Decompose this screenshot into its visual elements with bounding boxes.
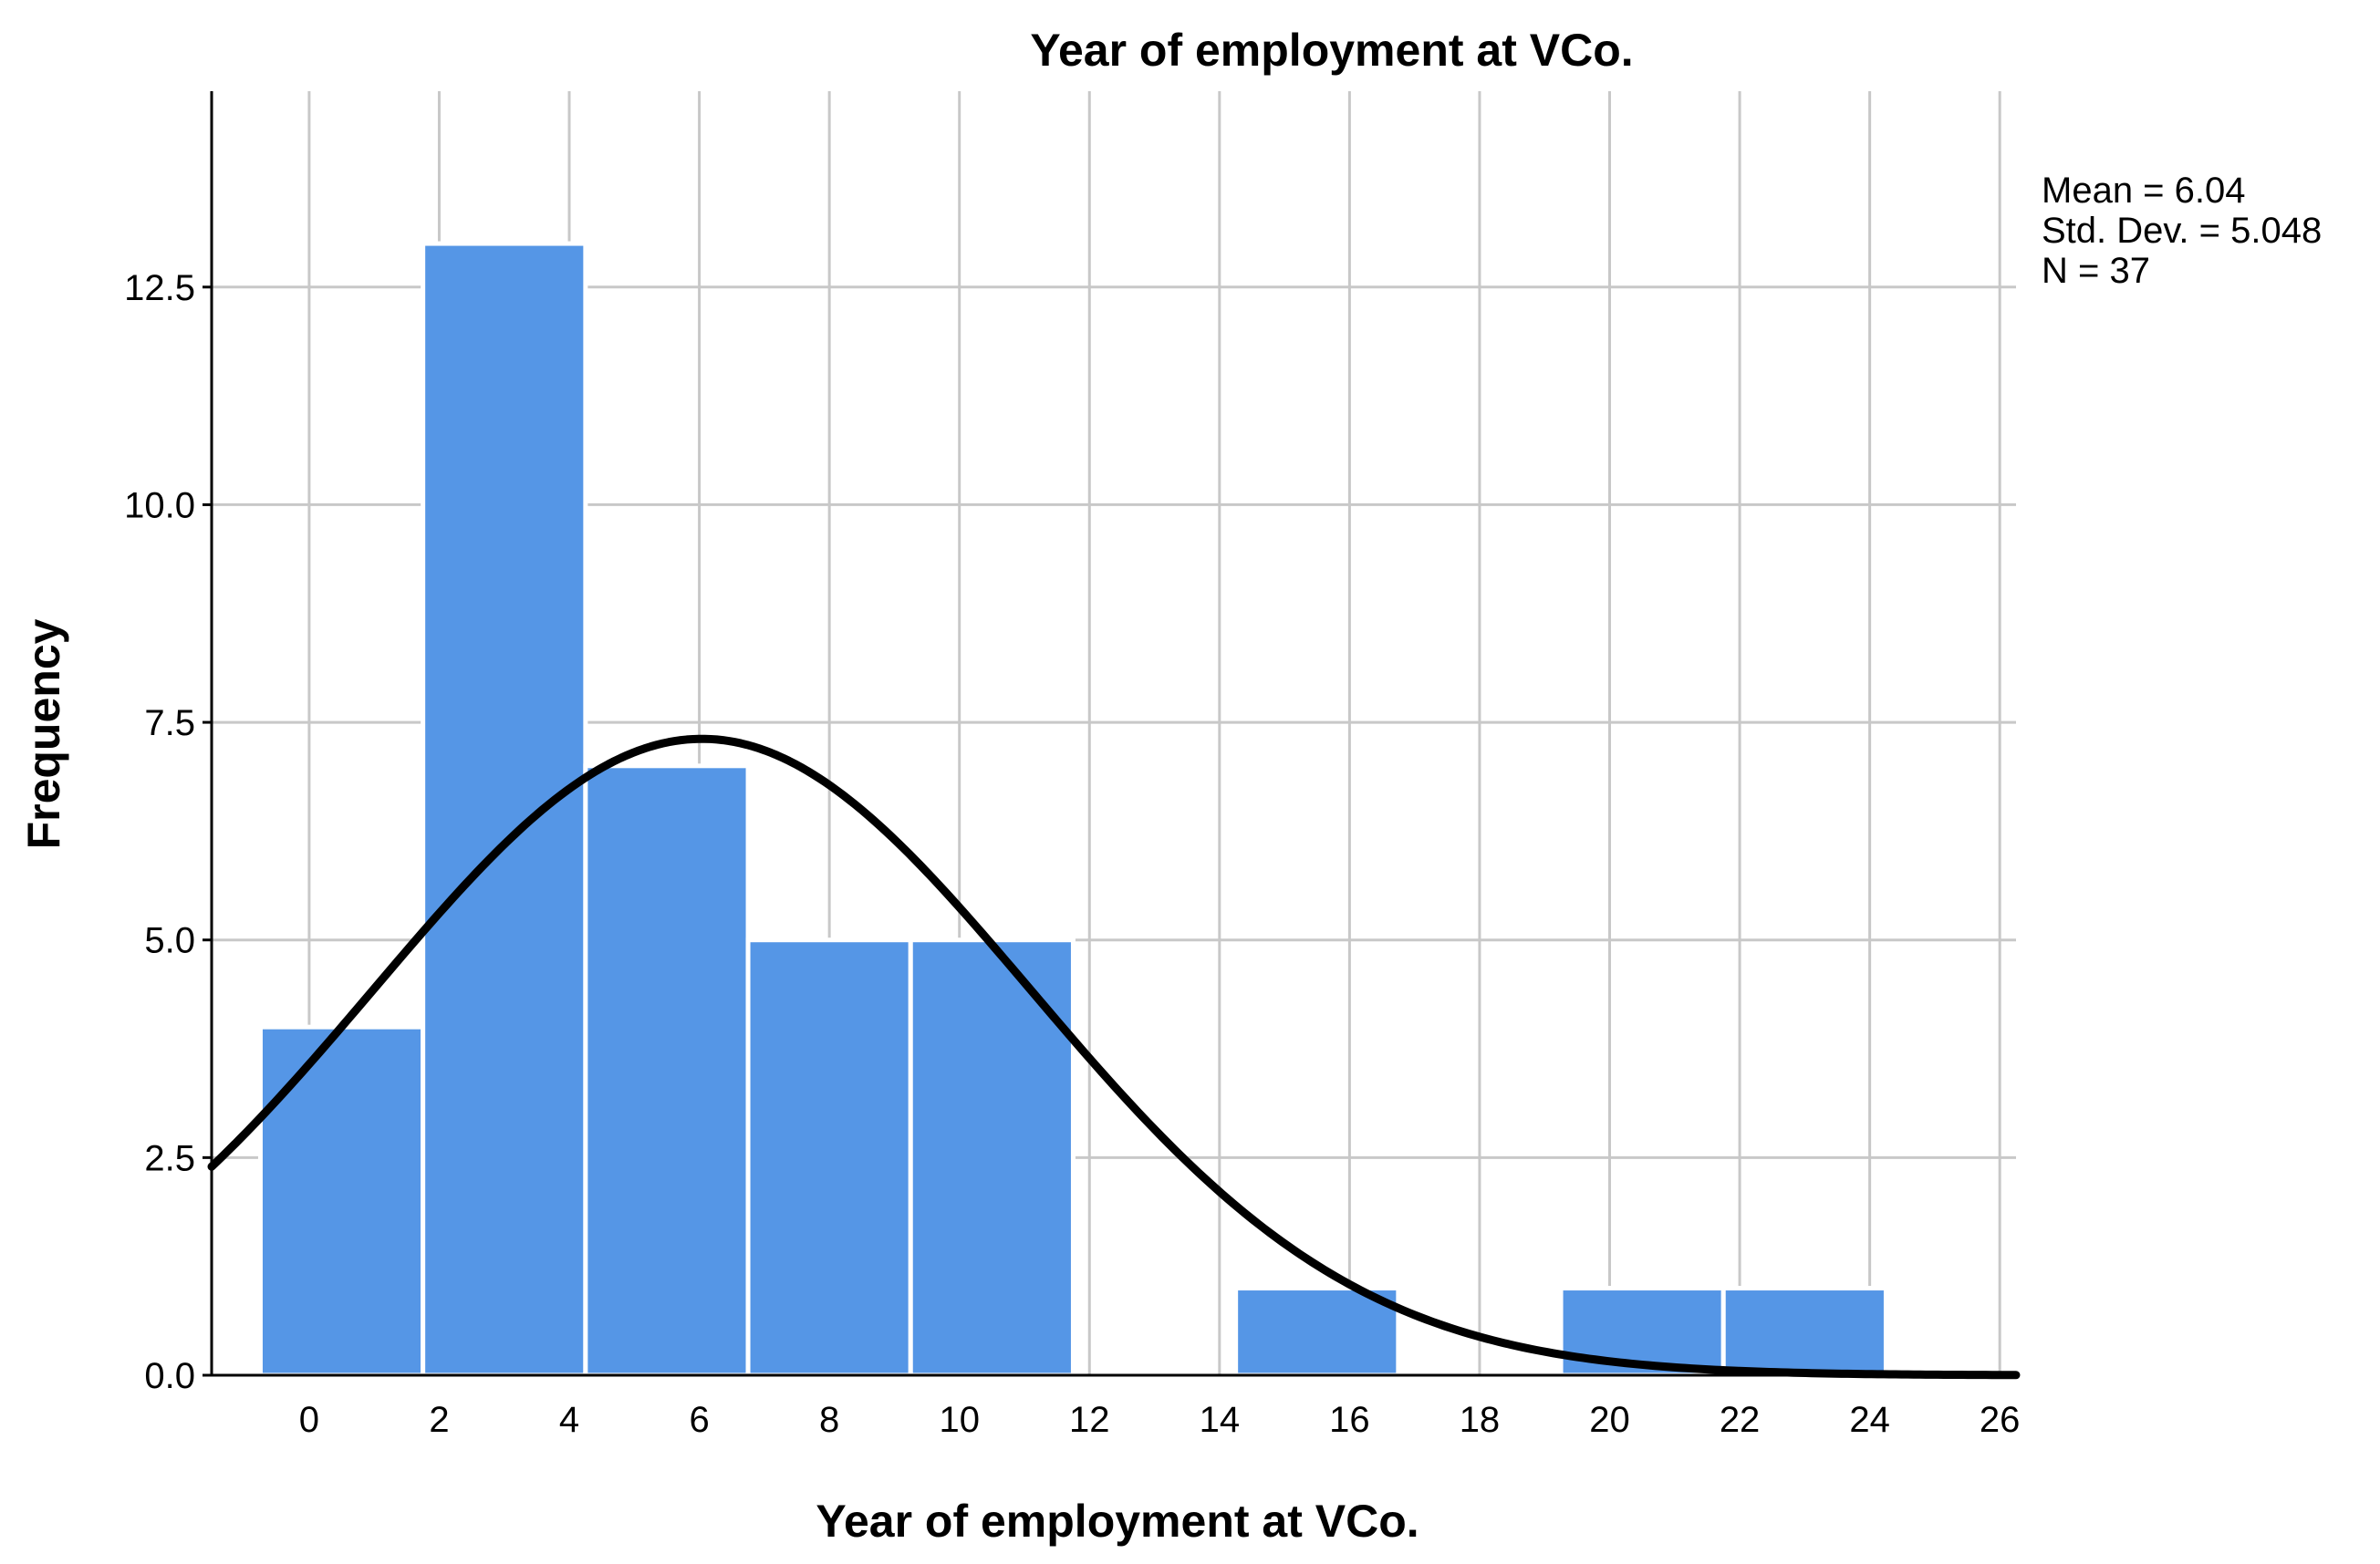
x-tick-label: 12 xyxy=(1069,1400,1110,1440)
histogram-bar xyxy=(745,937,913,1378)
y-tick-label: 10.0 xyxy=(124,485,195,525)
stat-std-dev: Std. Dev. = 5.048 xyxy=(2042,211,2322,251)
axes xyxy=(210,91,2016,1377)
x-tick-label: 4 xyxy=(559,1400,579,1440)
x-tick-label: 6 xyxy=(689,1400,709,1440)
statistics-box: Mean = 6.04 Std. Dev. = 5.048 N = 37 xyxy=(2042,171,2322,291)
histogram-bar xyxy=(421,241,588,1378)
y-axis-ticks: 0.0 2.5 5.0 7.5 10.0 12.5 xyxy=(124,268,212,1396)
x-tick-label: 24 xyxy=(1849,1400,1890,1440)
x-tick-label: 22 xyxy=(1720,1400,1761,1440)
y-tick-label: 12.5 xyxy=(124,268,195,308)
histogram-bar xyxy=(1233,1286,1401,1378)
y-tick-label: 0.0 xyxy=(144,1356,195,1396)
histogram-bar xyxy=(1720,1286,1888,1378)
histogram-bar xyxy=(583,763,751,1378)
chart-title: Year of employment at VCo. xyxy=(1030,25,1633,76)
normal-curve xyxy=(207,734,2021,1380)
y-tick-label: 5.0 xyxy=(144,921,195,961)
stat-mean: Mean = 6.04 xyxy=(2042,171,2246,211)
x-axis-label: Year of employment at VCo. xyxy=(816,1496,1419,1547)
x-tick-label: 16 xyxy=(1329,1400,1370,1440)
histogram-bars xyxy=(257,241,1888,1378)
stat-n: N = 37 xyxy=(2042,251,2150,291)
x-axis-ticks: 0 2 4 6 8 10 12 14 16 18 20 22 24 26 xyxy=(299,1400,2021,1440)
x-tick-label: 2 xyxy=(429,1400,449,1440)
x-tick-label: 10 xyxy=(939,1400,980,1440)
histogram-bar xyxy=(257,1024,426,1378)
x-tick-label: 26 xyxy=(1980,1400,2021,1440)
y-axis-label: Frequency xyxy=(18,618,69,849)
x-tick-label: 0 xyxy=(299,1400,319,1440)
x-tick-label: 14 xyxy=(1200,1400,1241,1440)
x-tick-label: 20 xyxy=(1589,1400,1630,1440)
x-tick-label: 8 xyxy=(819,1400,839,1440)
y-tick-label: 2.5 xyxy=(144,1138,195,1178)
y-tick-label: 7.5 xyxy=(144,703,195,743)
x-tick-label: 18 xyxy=(1460,1400,1501,1440)
